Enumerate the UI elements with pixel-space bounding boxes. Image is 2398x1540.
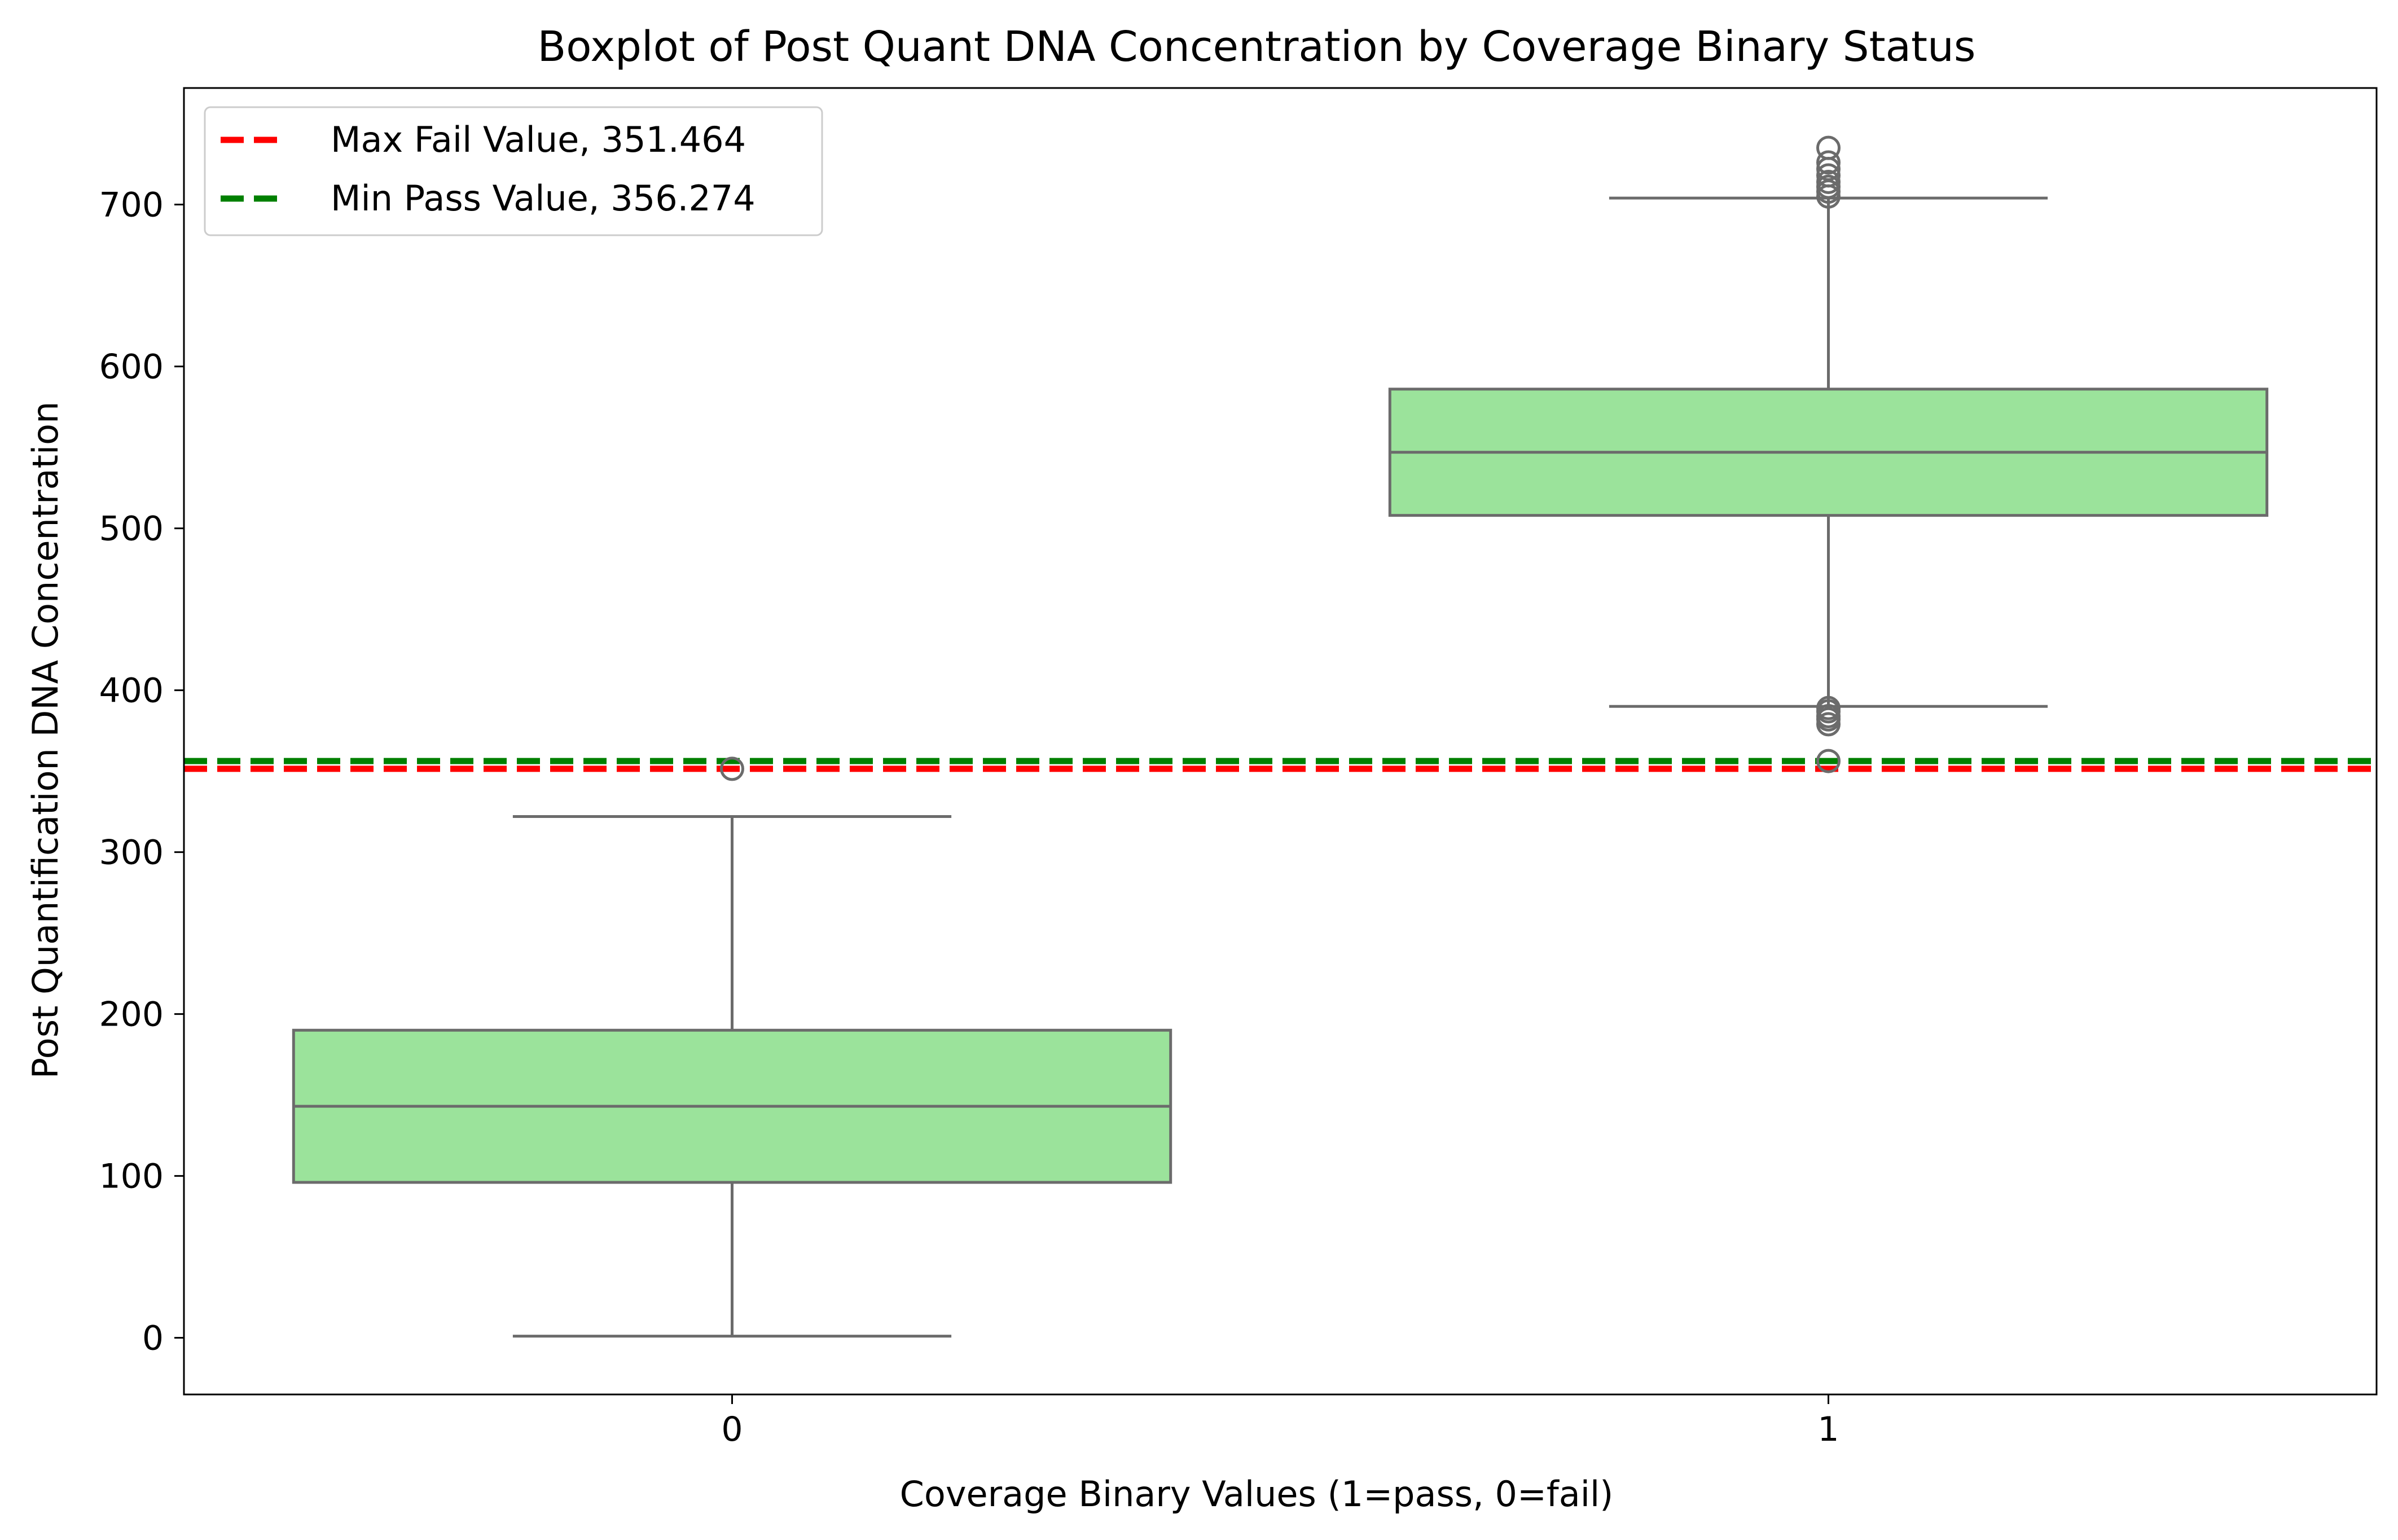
- y-axis-label: Post Quantification DNA Concentration: [25, 402, 66, 1079]
- axes-layer: 0 100 200 300 400 500 600 700 0 1: [99, 87, 2378, 1449]
- outlier-point: [1816, 169, 1841, 194]
- legend: Max Fail Value, 351.464 Min Pass Value, 3…: [204, 106, 823, 236]
- plot-frame: [183, 87, 2378, 1396]
- y-tick-label: 500: [99, 509, 164, 549]
- y-tick-label: 600: [99, 347, 164, 387]
- boxes-layer: [292, 135, 2269, 1338]
- legend-label-0: Max Fail Value, 351.464: [331, 119, 746, 160]
- x-axis-label: Coverage Binary Values (1=pass, 0=fail): [900, 1473, 1614, 1515]
- outlier-point: [1816, 135, 1841, 160]
- y-tick-label: 200: [99, 995, 164, 1035]
- y-tick-label: 700: [99, 186, 164, 225]
- x-tick-label: 0: [721, 1410, 743, 1449]
- chart-title: Boxplot of Post Quant DNA Concentration …: [538, 23, 1976, 71]
- outlier-point: [720, 756, 744, 781]
- y-tick-label: 100: [99, 1157, 164, 1196]
- reference-lines-layer: [184, 758, 2377, 772]
- outlier-point: [1816, 163, 1841, 188]
- outlier-point: [1816, 696, 1841, 720]
- outlier-point: [1816, 749, 1841, 773]
- x-tick-label: 1: [1817, 1410, 1839, 1449]
- legend-label-1: Min Pass Value, 356.274: [331, 178, 756, 219]
- legend-frame: [204, 106, 823, 236]
- y-tick-label: 300: [99, 833, 164, 873]
- y-tick-label: 0: [142, 1319, 164, 1358]
- box-group-1: [1388, 135, 2269, 773]
- y-tick-label: 400: [99, 671, 164, 711]
- outlier-point: [1816, 150, 1841, 175]
- box-group-0: [292, 756, 1172, 1338]
